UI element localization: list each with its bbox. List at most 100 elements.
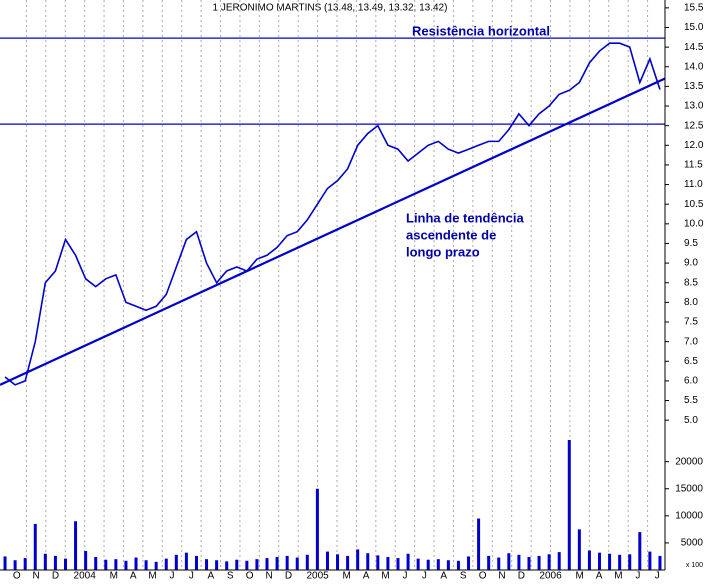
volume-bar [74,521,78,570]
volume-bar [205,559,209,570]
x-tick-label: A [440,571,447,582]
volume-bar [235,559,239,570]
volume-bar [33,523,37,570]
y-tick-label: 13.0 [684,101,704,112]
x-tick-label: N [265,571,272,582]
volume-bar [43,553,47,570]
volume-bar [84,551,88,570]
volume-bar [497,557,501,570]
y-tick-label: 5.5 [684,395,698,406]
volume-bar [94,557,98,570]
x-tick-label: A [130,571,137,582]
volume-bar [517,554,521,570]
volume-bar [184,552,188,570]
x-tick-label: J [635,571,640,582]
volume-bar [3,556,7,570]
y-tick-label: 14.0 [684,61,704,72]
trendline [0,77,666,386]
volume-bar [255,559,259,570]
y-tick-label: 12.0 [684,140,704,151]
volume-bar [325,551,329,570]
y-tick-label: 9.5 [684,238,698,249]
volume-bar [396,558,400,570]
volume-bar [346,555,350,570]
volume-bar [23,558,27,570]
x-tick-label: S [460,571,467,582]
volume-tick-label: 15000 [675,483,703,494]
volume-bar [114,559,118,570]
x-tick-label: M [614,571,622,582]
y-tick-label: 15.0 [684,22,704,33]
x-tick-label: J [402,571,407,582]
y-tick-label: 7.0 [684,336,698,347]
volume-bar [598,552,602,570]
volume-bar [144,560,148,570]
y-tick-label: 14.5 [684,42,704,53]
volume-bar [406,553,410,570]
x-tick-label: D [285,571,292,582]
volume-bar [477,518,481,570]
annotation: Linha de tendência [406,210,525,225]
x-tick-label: M [110,571,118,582]
volume-bar [305,554,309,570]
x-tick-label: O [246,571,254,582]
y-tick-label: 13.5 [684,81,704,92]
volume-bar [53,555,57,570]
x-tick-label: D [52,571,59,582]
y-tick-label: 12.5 [684,120,704,131]
volume-tick-label: 20000 [675,456,703,467]
y-tick-label: 11.5 [684,160,703,171]
volume-bar [416,558,420,570]
price-line [4,42,661,386]
y-tick-label: 10.5 [684,199,704,210]
x-tick-label: S [227,571,234,582]
y-tick-label: 8.5 [684,277,698,288]
y-tick-label: 15.5 [684,2,704,13]
volume-bar [587,550,591,570]
x-tick-label: A [596,571,603,582]
volume-bar [356,549,360,570]
volume-bar [537,555,541,570]
volume-bar [557,552,561,570]
volume-bar [164,558,168,570]
x-tick-label: A [207,571,214,582]
x-tick-label: J [422,571,427,582]
volume-bar [608,553,612,570]
annotation: ascendente de [406,227,496,242]
y-tick-label: 11.0 [684,179,703,190]
y-tick-label: 10.0 [684,218,704,229]
x-tick-label: M [343,571,351,582]
volume-bar [386,557,390,570]
volume-bar [134,557,138,570]
volume-unit: x 100 [686,562,703,569]
volume-bar [426,559,430,570]
x-tick-label: J [189,571,194,582]
volume-bar [285,555,289,570]
volume-bar [295,557,299,570]
x-tick-label: O [13,571,21,582]
volume-bar [194,555,198,570]
volume-bar [245,560,249,570]
x-tick-label: N [498,571,505,582]
volume-bar [215,560,219,570]
x-tick-label: M [148,571,156,582]
volume-bar [376,555,380,570]
volume-bar [265,558,269,570]
y-tick-label: 8.0 [684,297,698,308]
volume-bar [467,556,471,570]
x-tick-label: 2006 [539,571,562,582]
volume-bar [628,554,632,570]
volume-bar [275,557,279,570]
volume-tick-label: 10000 [675,510,703,521]
volume-bar [124,560,128,570]
x-tick-label: N [33,571,40,582]
volume-bar [104,559,108,570]
volume-bar [225,561,229,570]
x-tick-label: D [518,571,525,582]
volume-bar [487,555,491,570]
x-tick-label: O [479,571,487,582]
y-tick-label: 9.0 [684,258,698,269]
volume-bar [436,559,440,570]
